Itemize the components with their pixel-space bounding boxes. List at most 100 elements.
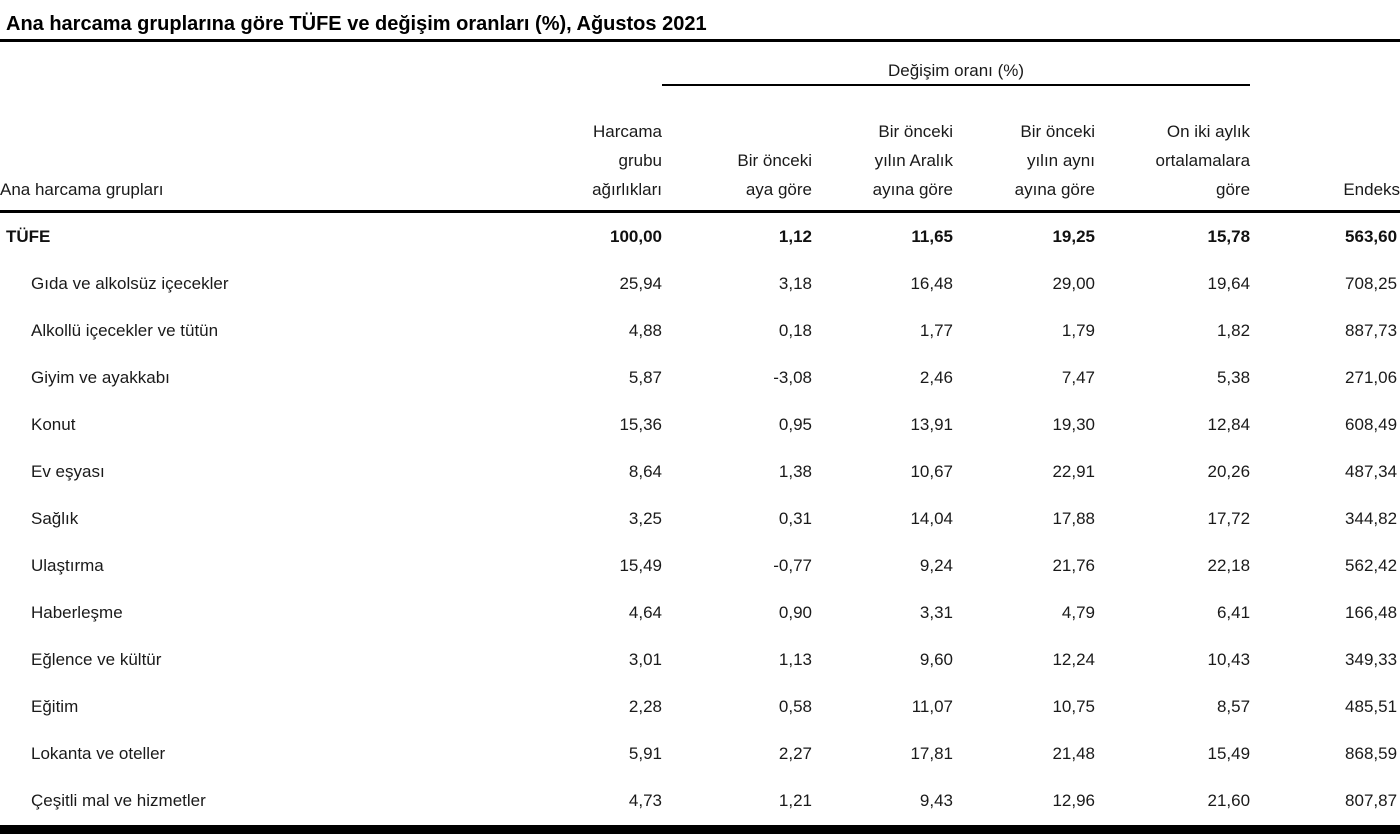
table-row: TÜFE 100,00 1,12 11,65 19,25 15,78 563,60: [0, 212, 1400, 261]
cell-value: 19,30: [1052, 414, 1095, 434]
cell-value: 708,25: [1345, 273, 1398, 293]
cell-value: 12,24: [1052, 649, 1095, 669]
group-header-spacer-right: [1250, 42, 1400, 85]
cell-value: 1,12: [778, 226, 812, 246]
group-header-spacer-left: [0, 42, 662, 85]
cell-value: 0,95: [778, 414, 812, 434]
cell-value: 11,07: [911, 696, 953, 716]
table-row: Ev eşyası 8,64 1,38 10,67 22,91 20,26 487,34: [0, 448, 1400, 495]
table-row: Eğitim 2,28 0,58 11,07 10,75 8,57 485,51: [0, 683, 1400, 730]
cell-value: 5,87: [628, 367, 662, 387]
cell-value: 344,82: [1345, 508, 1398, 528]
cell-value: 3,01: [628, 649, 662, 669]
table-row: Konut 15,36 0,95 13,91 19,30 12,84 608,49: [0, 401, 1400, 448]
cell-value: 487,34: [1345, 461, 1398, 481]
cell-value: 16,48: [910, 273, 953, 293]
row-label: TÜFE: [6, 226, 51, 246]
cell-value: 887,73: [1345, 320, 1398, 340]
table-row: Alkollü içecekler ve tütün 4,88 0,18 1,77 1,…: [0, 307, 1400, 354]
cell-value: 0,58: [778, 696, 812, 716]
cpi-table: Değişim oranı (%) Ana harcama grupları Ha…: [0, 42, 1400, 824]
cell-value: 2,28: [628, 696, 662, 716]
page-title: Ana harcama gruplarına göre TÜFE ve deği…: [0, 0, 1400, 42]
cell-value: 0,31: [778, 508, 812, 528]
column-header: Harcama grubu ağırlıkları: [440, 85, 662, 213]
cell-value: 3,18: [778, 273, 812, 293]
cell-value: 21,76: [1052, 555, 1095, 575]
column-header-row: Ana harcama grupları Harcama grubu ağırlı…: [0, 85, 1400, 213]
row-label: Lokanta ve oteller: [31, 743, 166, 763]
cell-value: 6,41: [1216, 602, 1251, 622]
cell-value: 11,65: [911, 226, 953, 246]
cell-value: -0,77: [773, 555, 812, 575]
cell-value: 1,21: [778, 790, 812, 810]
cell-value: 3,25: [628, 508, 662, 528]
cell-value: 17,88: [1052, 508, 1095, 528]
table-row: Çeşitli mal ve hizmetler 4,73 1,21 9,43 12,9…: [0, 777, 1400, 824]
cell-value: 1,82: [1216, 320, 1251, 340]
cell-value: 2,46: [919, 367, 953, 387]
column-header: Ana harcama grupları: [0, 85, 440, 213]
cell-value: 17,72: [1207, 508, 1251, 528]
row-label: Eğlence ve kültür: [31, 649, 162, 669]
cell-value: 15,78: [1207, 226, 1251, 246]
cell-value: 1,77: [919, 320, 953, 340]
table-body: TÜFE 100,00 1,12 11,65 19,25 15,78 563,60 Gıda …: [0, 212, 1400, 825]
cell-value: 29,00: [1052, 273, 1095, 293]
column-header: Bir önceki yılın Aralık ayına göre: [812, 85, 953, 213]
cell-value: 12,84: [1207, 414, 1251, 434]
cell-value: 0,90: [778, 602, 812, 622]
cell-value: 17,81: [910, 743, 953, 763]
cell-value: 1,38: [778, 461, 812, 481]
cell-value: 15,36: [619, 414, 662, 434]
row-label: Sağlık: [31, 508, 79, 528]
cell-value: 100,00: [610, 226, 662, 246]
cell-value: 5,91: [628, 743, 662, 763]
cell-value: 22,91: [1052, 461, 1095, 481]
cell-value: 807,87: [1345, 790, 1398, 810]
cell-value: 9,60: [919, 649, 953, 669]
cell-value: 19,25: [1052, 226, 1095, 246]
cell-value: 15,49: [619, 555, 662, 575]
cell-value: 22,18: [1207, 555, 1251, 575]
row-label: Alkollü içecekler ve tütün: [31, 320, 219, 340]
cell-value: 608,49: [1345, 414, 1398, 434]
row-label: Çeşitli mal ve hizmetler: [31, 790, 206, 810]
cell-value: 10,43: [1207, 649, 1251, 669]
cell-value: 271,06: [1345, 367, 1398, 387]
row-label: Haberleşme: [31, 602, 123, 622]
cell-value: 4,64: [628, 602, 662, 622]
table-header: Değişim oranı (%) Ana harcama grupları Ha…: [0, 42, 1400, 213]
cell-value: 868,59: [1345, 743, 1398, 763]
cell-value: 19,64: [1207, 273, 1251, 293]
row-label: Konut: [31, 414, 76, 434]
cell-value: 9,43: [919, 790, 953, 810]
table-row: Lokanta ve oteller 5,91 2,27 17,81 21,48 15,4…: [0, 730, 1400, 777]
cell-value: 10,67: [910, 461, 953, 481]
cell-value: 10,75: [1052, 696, 1095, 716]
cell-value: 7,47: [1061, 367, 1095, 387]
row-label: Giyim ve ayakkabı: [31, 367, 170, 387]
cell-value: 25,94: [619, 273, 662, 293]
table-bottom-border: [0, 825, 1400, 834]
cell-value: -3,08: [773, 367, 812, 387]
cell-value: 0,18: [778, 320, 812, 340]
cell-value: 4,79: [1061, 602, 1095, 622]
cell-value: 14,04: [910, 508, 953, 528]
column-header: Bir önceki yılın aynı ayına göre: [953, 85, 1095, 213]
column-header: On iki aylık ortalamalara göre: [1095, 85, 1251, 213]
cell-value: 8,64: [628, 461, 662, 481]
cell-value: 1,79: [1061, 320, 1095, 340]
cell-value: 562,42: [1345, 555, 1398, 575]
cell-value: 13,91: [910, 414, 953, 434]
row-label: Eğitim: [31, 696, 79, 716]
cell-value: 485,51: [1345, 696, 1398, 716]
cell-value: 8,57: [1216, 696, 1251, 716]
group-header: Değişim oranı (%): [662, 42, 1251, 86]
row-label: Gıda ve alkolsüz içecekler: [31, 273, 229, 293]
cell-value: 21,48: [1052, 743, 1095, 763]
table-row: Eğlence ve kültür 3,01 1,13 9,60 12,24 10,43 3…: [0, 636, 1400, 683]
cell-value: 2,27: [778, 743, 812, 763]
cell-value: 3,31: [919, 602, 953, 622]
row-label: Ulaştırma: [31, 555, 104, 575]
